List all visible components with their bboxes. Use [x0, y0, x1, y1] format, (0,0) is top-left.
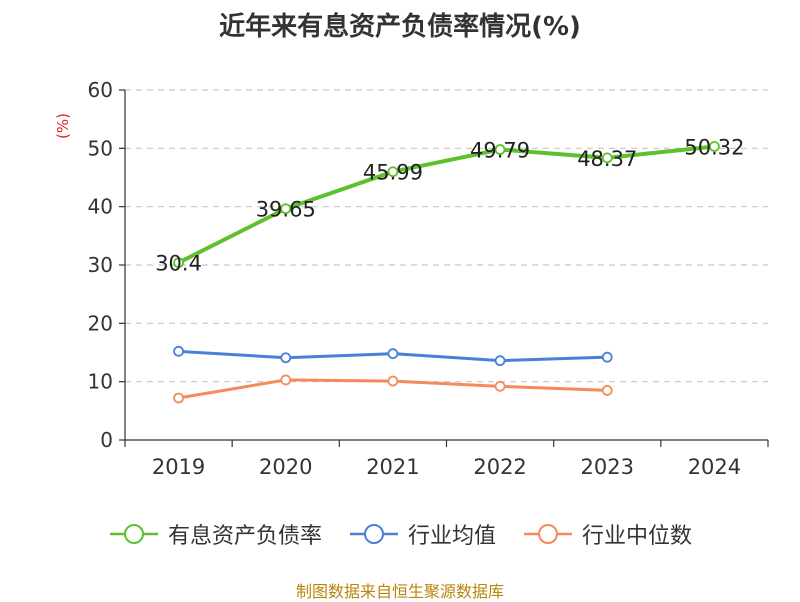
legend-label: 行业中位数 [582, 524, 693, 549]
data-point [601, 152, 613, 164]
x-tick-label: 2024 [688, 455, 741, 479]
data-point [601, 351, 613, 363]
y-tick-label: 50 [88, 136, 113, 160]
data-point [601, 385, 613, 396]
data-point [494, 380, 506, 392]
x-tick-label: 2023 [581, 455, 634, 479]
data-point [494, 144, 506, 155]
axes: 0 10 20 30 40 50 60 2019 2020 2021 2022 2023 2024 (%) [54, 78, 769, 479]
x-tick-label: 2020 [259, 455, 312, 479]
data-point [494, 355, 506, 367]
data-label: 49.79 [470, 139, 530, 163]
data-point [387, 166, 399, 178]
legend-item: 行业均值 [348, 518, 496, 550]
data-point [173, 392, 184, 404]
legend-swatch [524, 524, 572, 544]
legend-swatch [109, 524, 158, 544]
y-tick-label: 30 [88, 253, 113, 277]
x-tick-label: 2021 [366, 455, 419, 479]
y-tick-label: 60 [88, 78, 113, 102]
data-point [280, 203, 292, 215]
legend-label: 行业均值 [407, 524, 496, 549]
data-point [173, 257, 184, 269]
data-label: 48.37 [577, 147, 637, 171]
data-point [709, 141, 720, 152]
chart-title: 近年来有息资产负债率情况(%) [219, 12, 581, 42]
series-lines [173, 141, 720, 404]
source-note: 制图数据来自恒生聚源数据库 [295, 582, 504, 601]
data-label: 39.65 [256, 198, 316, 222]
data-point [280, 352, 292, 364]
y-tick-label: 10 [88, 370, 113, 394]
legend: 有息资产负债率 行业均值 行业中位数 [0, 518, 800, 550]
data-labels: 30.4 39.65 45.99 49.79 48.37 50.32 [155, 135, 744, 275]
gridlines [125, 89, 768, 383]
y-tick-label: 0 [100, 428, 113, 452]
legend-item: 有息资产负债率 [108, 518, 322, 550]
x-tick-label: 2019 [152, 455, 205, 479]
data-point [387, 348, 399, 360]
y-tick-label: 20 [88, 311, 113, 335]
y-tick-label: 40 [88, 195, 113, 219]
y-axis-label: (%) [54, 113, 72, 139]
legend-label: 有息资产负债率 [167, 524, 322, 549]
series-line-1 [177, 144, 715, 265]
legend-item: 行业中位数 [522, 518, 692, 550]
data-point [280, 374, 292, 386]
data-label: 30.4 [155, 252, 202, 276]
x-tick-label: 2022 [473, 455, 526, 479]
data-label: 45.99 [363, 161, 423, 185]
legend-swatch [349, 524, 398, 544]
data-label: 50.32 [684, 135, 744, 159]
data-point [387, 375, 399, 387]
data-point [173, 345, 184, 357]
